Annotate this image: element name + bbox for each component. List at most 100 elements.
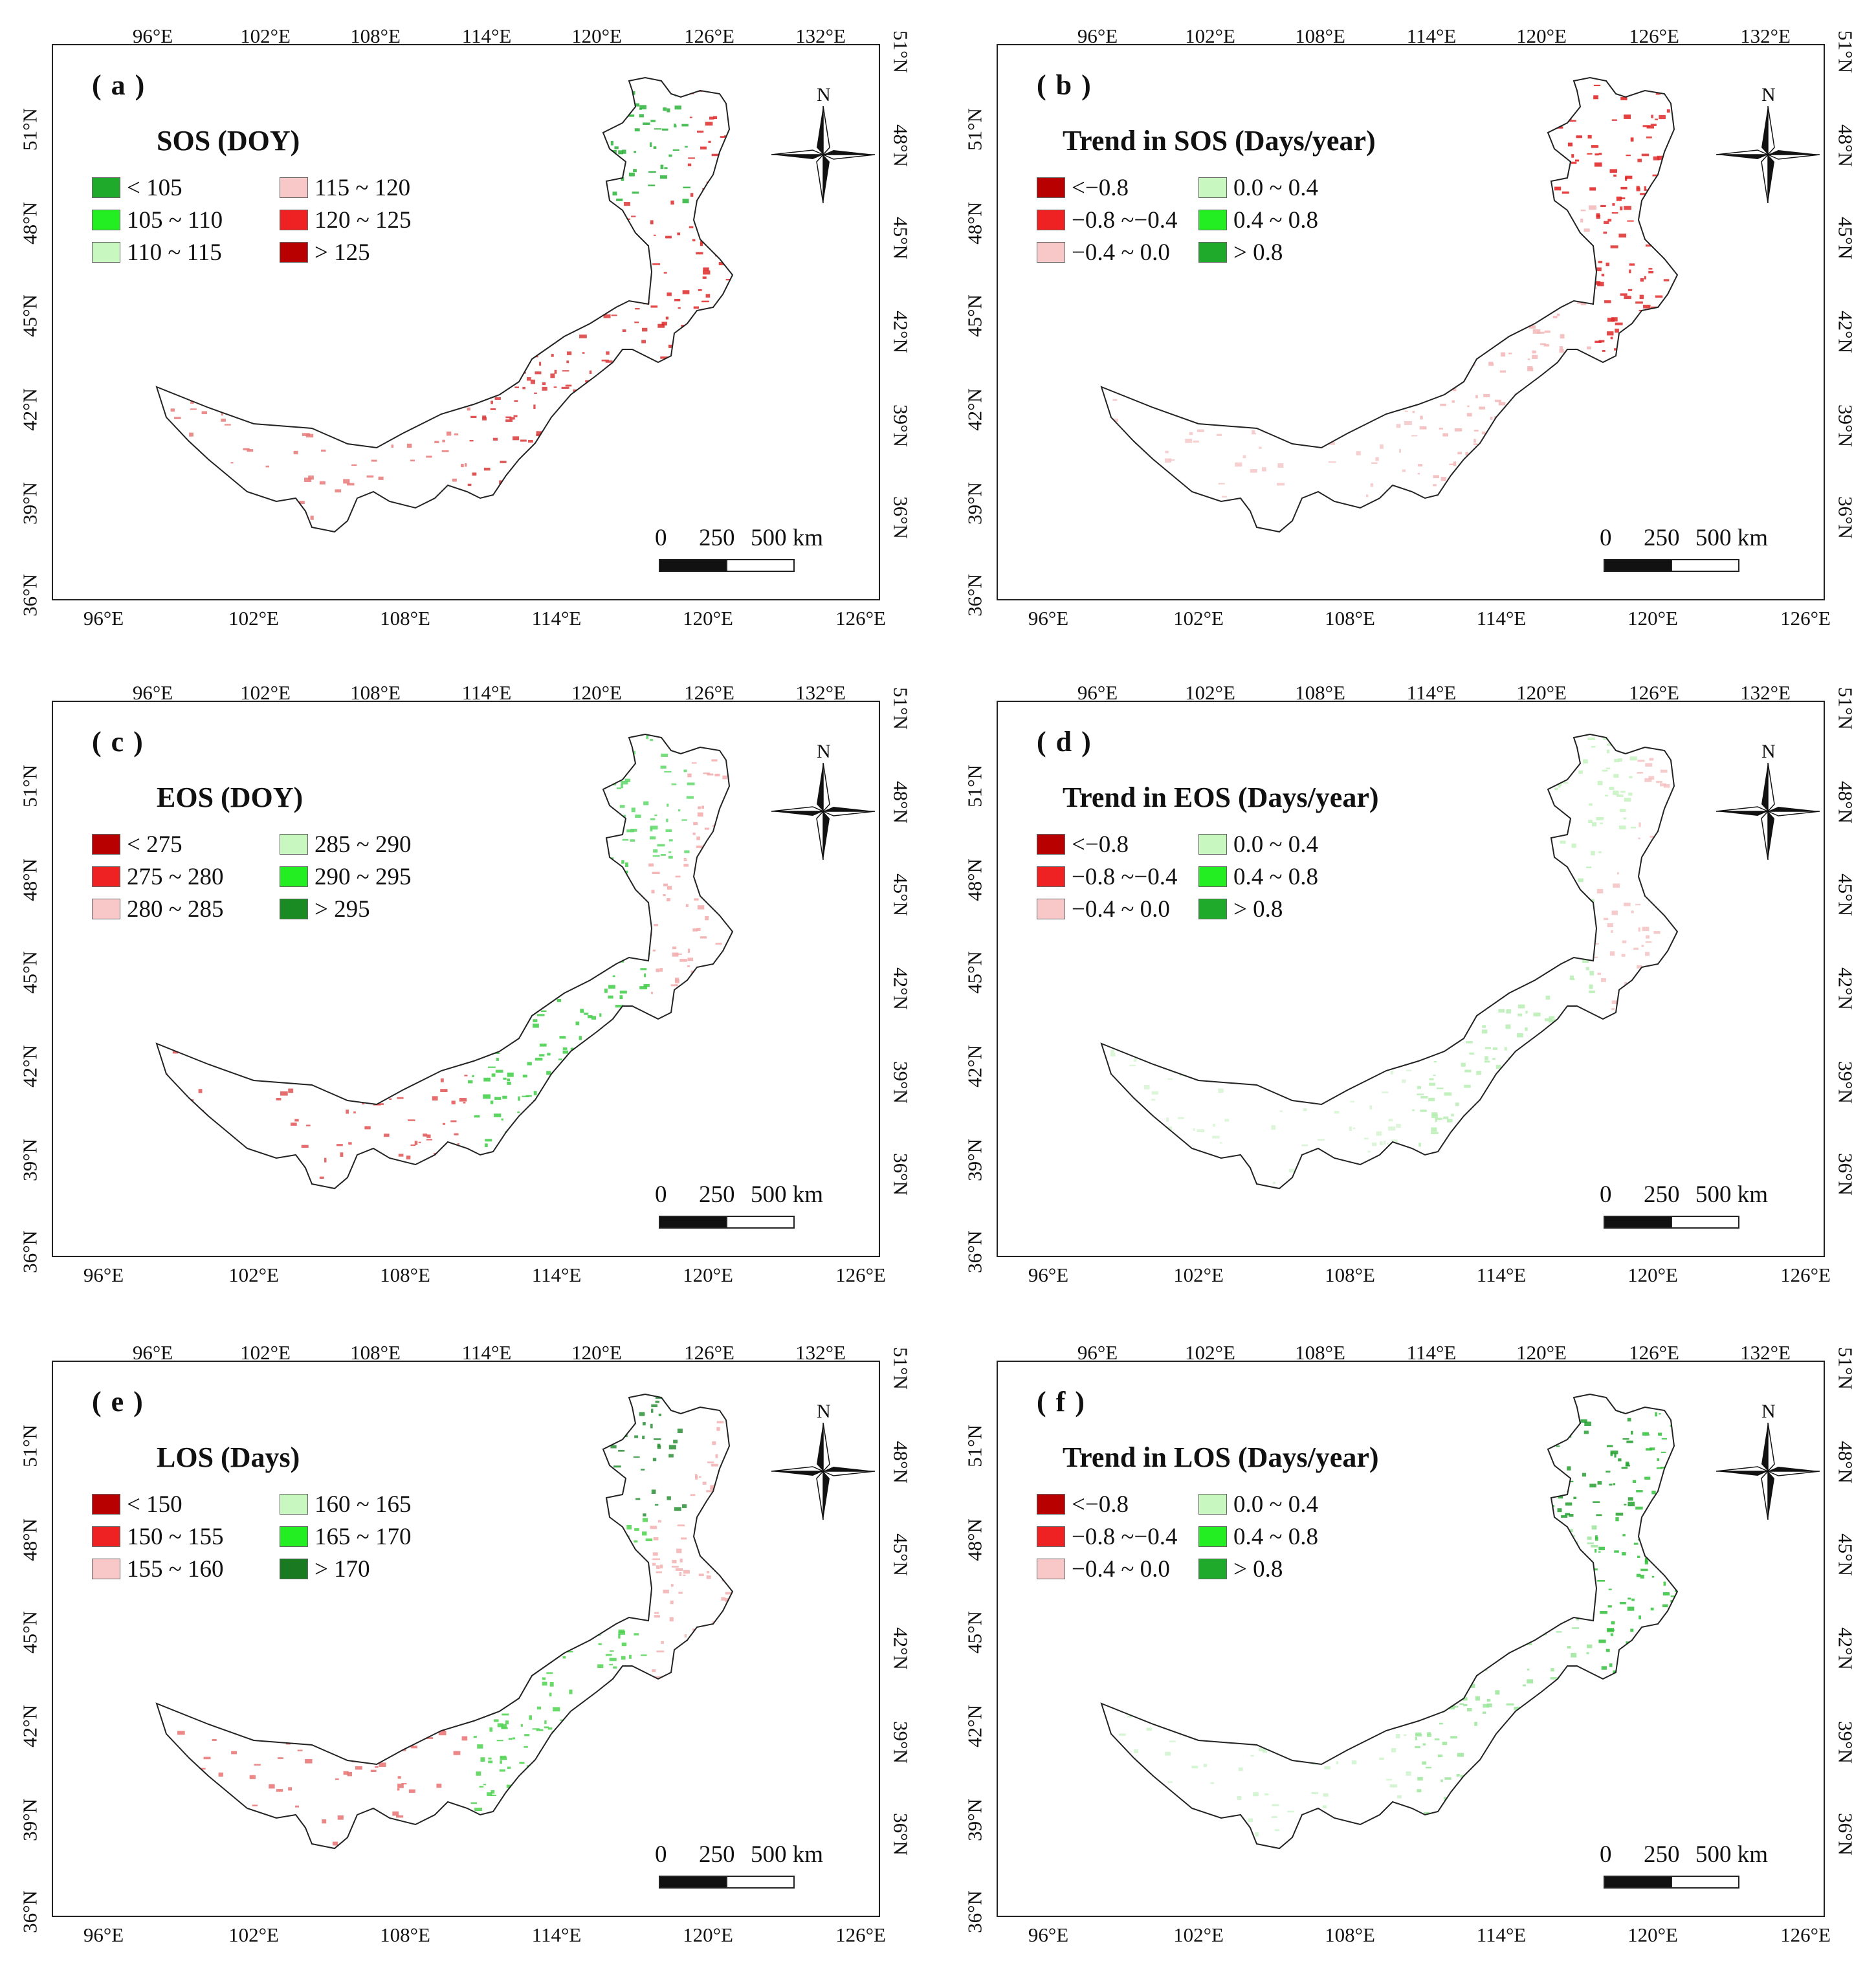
top-longitude-tick: 102°E	[240, 681, 291, 704]
bottom-longitude-tick: 126°E	[835, 1923, 886, 1946]
scale-label: 500 km	[751, 1181, 824, 1208]
legend: <−0.8 −0.8 ~−0.4 −0.4 ~ 0.0 0.0 ~ 0.4 0.4 ~ …	[1037, 831, 1399, 935]
right-latitude-tick: 48°N	[889, 781, 912, 824]
bottom-longitude-tick: 126°E	[1780, 1923, 1831, 1946]
legend-label: −0.8 ~−0.4	[1072, 1523, 1178, 1550]
legend-item: 165 ~ 170	[280, 1524, 412, 1550]
legend-label: <−0.8	[1072, 831, 1129, 858]
legend-swatch	[92, 1526, 120, 1547]
top-longitude-tick: 114°E	[461, 25, 512, 47]
right-latitude-tick: 36°N	[889, 1813, 912, 1856]
legend-item: −0.8 ~−0.4	[1037, 864, 1178, 890]
scale-bar: 0 250 500 km	[1600, 524, 1768, 576]
top-longitude-tick: 126°E	[684, 1341, 734, 1364]
legend-item: −0.8 ~−0.4	[1037, 207, 1178, 234]
left-latitude-tick: 42°N	[18, 1705, 41, 1747]
legend-swatch	[280, 242, 308, 263]
right-latitude-tick: 45°N	[889, 873, 912, 916]
legend-swatch	[1037, 834, 1065, 855]
top-longitude-tick: 114°E	[1406, 25, 1457, 47]
scale-segment-white	[1671, 1216, 1739, 1229]
right-latitude-tick: 36°N	[889, 1153, 912, 1196]
left-latitude-tick: 42°N	[963, 388, 986, 431]
left-latitude-tick: 39°N	[18, 1139, 41, 1181]
legend-item: 110 ~ 115	[92, 239, 222, 266]
top-longitude-tick: 108°E	[350, 1341, 401, 1364]
left-latitude-tick: 36°N	[18, 574, 41, 617]
top-longitude-tick: 120°E	[571, 681, 622, 704]
legend-swatch	[1198, 866, 1227, 887]
top-longitude-tick: 132°E	[795, 1341, 846, 1364]
legend-item: 0.4 ~ 0.8	[1198, 1524, 1318, 1550]
north-label: N	[1761, 1401, 1776, 1422]
legend-label: 110 ~ 115	[127, 239, 222, 266]
top-longitude-tick: 120°E	[1516, 25, 1567, 47]
legend-label: −0.4 ~ 0.0	[1072, 239, 1170, 266]
map-canvas	[155, 1393, 734, 1850]
north-arrow-icon: N	[1716, 1401, 1820, 1520]
legend-swatch	[1198, 210, 1227, 230]
bottom-longitude-tick: 108°E	[1325, 607, 1375, 630]
panel-label: ( c )	[92, 726, 144, 758]
right-latitude-tick: 48°N	[1834, 781, 1857, 824]
map-frame: ( f ) Trend in LOS (Days/year) <−0.8 −0.8 ~…	[997, 1361, 1825, 1917]
left-latitude-tick: 42°N	[18, 1045, 41, 1088]
bottom-longitude-tick: 114°E	[1476, 1923, 1527, 1946]
right-latitude-tick: 45°N	[889, 1533, 912, 1576]
right-latitude-tick: 48°N	[1834, 124, 1857, 167]
left-latitude-tick: 48°N	[963, 202, 986, 245]
legend-label: 150 ~ 155	[127, 1523, 224, 1550]
left-latitude-tick: 48°N	[963, 859, 986, 901]
scale-segment-white	[726, 1216, 795, 1229]
scale-bar: 0 250 500 km	[655, 524, 823, 576]
left-latitude-tick: 51°N	[963, 1425, 986, 1467]
scale-label: 500 km	[751, 1841, 824, 1868]
panel-label: ( e )	[92, 1386, 144, 1418]
top-longitude-tick: 102°E	[1185, 25, 1235, 47]
map-panel-b: 96°E 102°E 108°E 114°E 120°E 126°E 132°E 96°E 10…	[945, 0, 1857, 628]
bottom-longitude-tick: 96°E	[83, 1264, 124, 1286]
top-longitude-tick: 96°E	[1077, 1341, 1118, 1364]
legend-item: 285 ~ 290	[280, 831, 412, 858]
legend-label: 275 ~ 280	[127, 863, 224, 890]
legend-swatch	[1198, 1559, 1227, 1579]
legend-item: > 0.8	[1198, 239, 1283, 266]
left-latitude-tick: 51°N	[18, 765, 41, 807]
right-latitude-tick: 42°N	[889, 967, 912, 1010]
scale-segment-white	[726, 559, 795, 572]
north-arrow-icon: N	[771, 741, 875, 860]
scale-segment-white	[1671, 1876, 1739, 1889]
left-latitude-tick: 39°N	[963, 1139, 986, 1181]
legend-item: > 0.8	[1198, 896, 1283, 923]
legend-label: 280 ~ 285	[127, 895, 224, 923]
legend-item: 150 ~ 155	[92, 1524, 224, 1550]
legend-label: 285 ~ 290	[315, 831, 412, 858]
right-latitude-tick: 36°N	[889, 496, 912, 539]
top-longitude-tick: 114°E	[461, 1341, 512, 1364]
bottom-longitude-tick: 108°E	[1325, 1264, 1375, 1286]
bottom-longitude-tick: 102°E	[228, 1264, 279, 1286]
right-latitude-tick: 45°N	[1834, 217, 1857, 259]
legend-label: > 0.8	[1233, 1555, 1283, 1583]
right-latitude-tick: 48°N	[889, 124, 912, 167]
legend-swatch	[1037, 1494, 1065, 1515]
left-latitude-tick: 45°N	[18, 951, 41, 994]
scale-segment-black	[1604, 1216, 1672, 1229]
right-latitude-tick: 45°N	[889, 217, 912, 259]
left-latitude-tick: 39°N	[963, 482, 986, 525]
legend-label: 0.0 ~ 0.4	[1233, 1491, 1319, 1518]
legend-item: < 150	[92, 1491, 182, 1518]
legend-swatch	[92, 834, 120, 855]
legend-swatch	[280, 210, 308, 230]
legend-label: −0.4 ~ 0.0	[1072, 895, 1170, 923]
top-longitude-tick: 114°E	[1406, 681, 1457, 704]
scale-segment-white	[1671, 559, 1739, 572]
left-latitude-tick: 42°N	[963, 1705, 986, 1747]
panel-label: ( f )	[1037, 1386, 1086, 1418]
legend-label: 0.0 ~ 0.4	[1233, 831, 1319, 858]
map-panel-c: 96°E 102°E 108°E 114°E 120°E 126°E 132°E 96°E 10…	[0, 657, 912, 1285]
top-longitude-tick: 126°E	[1629, 25, 1679, 47]
legend-label: −0.4 ~ 0.0	[1072, 1555, 1170, 1583]
top-longitude-tick: 96°E	[132, 681, 173, 704]
legend: < 150 150 ~ 155 155 ~ 160 160 ~ 165 165 ~ 17…	[92, 1491, 454, 1595]
